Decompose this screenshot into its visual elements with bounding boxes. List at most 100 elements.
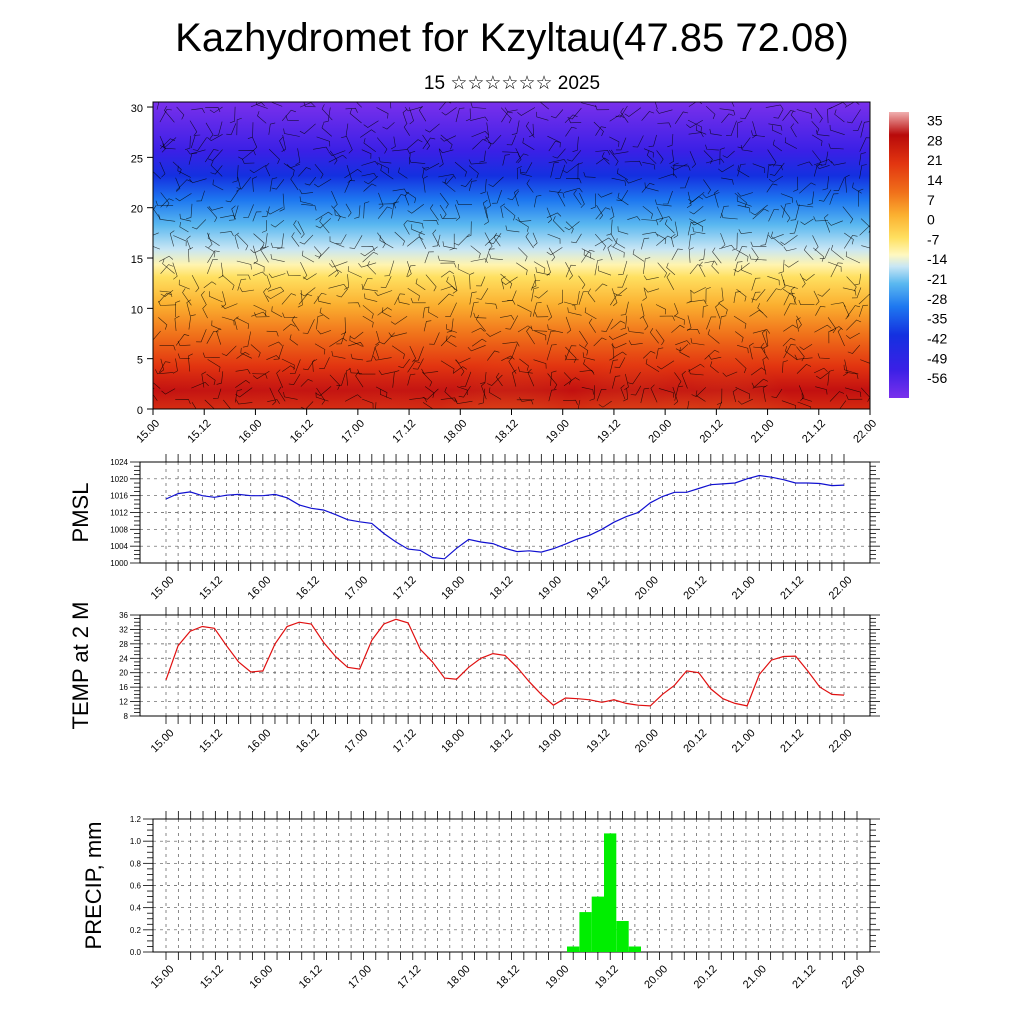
x-tick-label: 19.00 [544,418,572,446]
x-tick-label: 20.12 [692,963,720,991]
x-tick-label: 16.00 [246,574,274,602]
y-tick-label: 1020 [110,475,128,484]
x-tick-label: 18.00 [439,574,467,602]
precip-panel-grid [153,818,870,953]
x-tick-label: 16.12 [294,727,322,755]
colorbar-label: -49 [927,350,947,366]
y-tick-label: 0.0 [130,948,142,957]
x-tick-label: 21.12 [778,727,806,755]
x-tick-label: 22.00 [827,574,855,602]
y-tick-label: 1.0 [130,837,142,846]
colorbar-label: -21 [927,271,947,287]
precip-bar [567,946,580,952]
y-tick-label: 20 [131,204,143,216]
pmsl-panel: 1000 1004 1008 1012 1016 1020 1024 15.00 15.12 16… [68,454,880,602]
x-tick-label: 19.00 [536,574,564,602]
y-tick-label: 1016 [110,492,128,501]
x-tick-label: 17.00 [342,574,370,602]
x-tick-label: 16.00 [246,727,274,755]
colorbar-scale [889,112,909,398]
colorbar-label: 28 [927,132,943,148]
x-tick-label: 19.12 [593,963,621,991]
precip-bar [591,896,604,952]
x-tick-label: 22.00 [827,727,855,755]
temp-panel-ylabel: TEMP at 2 M [68,602,93,730]
precip-bar [616,921,629,952]
colorbar-label: -14 [927,251,947,267]
temp-panel-grid [140,614,870,717]
x-tick-label: 15.12 [197,727,225,755]
x-tick-label: 17.12 [391,727,419,755]
heatmap-panel: 0 5 10 15 20 25 30 15.00 15.12 16.00 16.12 17.00 17.… [131,101,879,446]
x-tick-label: 15.00 [134,418,162,446]
precip-panel-ylabel: PRECIP, mm [81,822,106,950]
x-tick-label: 15.00 [149,727,177,755]
colorbar-label: -42 [927,331,947,347]
y-tick-label: 32 [119,625,128,634]
x-tick-label: 21.00 [749,418,777,446]
precip-bar [628,946,641,952]
x-tick-label: 17.00 [339,418,367,446]
y-tick-label: 30 [131,103,143,115]
pmsl-panel-ylabel: PMSL [68,483,93,543]
y-tick-label: 25 [131,153,143,165]
y-tick-label: 24 [119,654,128,663]
chart-title: Kazhydromet for Kzyltau(47.85 72.08) [175,16,849,60]
x-tick-label: 15.00 [149,963,177,991]
y-tick-label: 36 [119,611,128,620]
y-tick-label: 16 [119,683,128,692]
x-tick-label: 15.12 [197,574,225,602]
y-tick-label: 0.6 [130,882,142,891]
wind-barbs [153,102,870,409]
y-tick-label: 1008 [110,525,128,534]
x-tick-label: 20.00 [633,574,661,602]
x-tick-label: 18.00 [439,727,467,755]
y-tick-label: 8 [124,712,129,721]
x-tick-label: 21.12 [800,418,828,446]
colorbar-label: -28 [927,291,947,307]
x-tick-label: 18.12 [493,418,521,446]
x-tick-label: 15.12 [198,963,226,991]
y-tick-label: 0.4 [130,904,142,913]
precip-bar [579,912,592,952]
x-tick-label: 19.12 [585,574,613,602]
x-tick-label: 21.12 [790,963,818,991]
x-tick-label: 20.12 [681,574,709,602]
y-tick-label: 1012 [110,509,128,518]
x-tick-label: 17.00 [342,727,370,755]
x-tick-label: 19.12 [595,418,623,446]
x-tick-label: 15.00 [149,574,177,602]
y-tick-label: 0 [137,405,143,417]
y-tick-label: 1004 [110,542,128,551]
x-tick-label: 16.12 [294,574,322,602]
x-tick-label: 22.00 [851,418,879,446]
x-tick-label: 21.00 [730,727,758,755]
y-tick-label: 1.2 [130,815,142,824]
x-tick-label: 17.12 [390,418,418,446]
x-tick-label: 17.12 [395,963,423,991]
x-tick-label: 16.12 [297,963,325,991]
colorbar-label: -56 [927,370,947,386]
y-tick-label: 12 [119,698,128,707]
colorbar-label: 21 [927,152,943,168]
x-tick-label: 17.00 [346,963,374,991]
x-tick-label: 20.00 [646,418,674,446]
x-tick-label: 20.12 [681,727,709,755]
y-tick-label: 20 [119,669,128,678]
precip-bar [604,833,617,952]
temp-panel: 8 12 16 20 24 28 32 36 15.00 15.12 16.00 16.12 17.00… [68,602,880,755]
y-tick-label: 15 [131,254,143,266]
x-tick-label: 19.12 [585,727,613,755]
y-tick-label: 0.2 [130,926,142,935]
x-tick-label: 22.00 [840,963,868,991]
y-tick-label: 0.8 [130,859,142,868]
y-tick-label: 5 [137,355,143,367]
x-tick-label: 20.12 [698,418,726,446]
x-tick-label: 15.12 [185,418,213,446]
x-tick-label: 16.00 [237,418,265,446]
x-tick-label: 18.12 [494,963,522,991]
colorbar-label: 7 [927,192,935,208]
colorbar-label: -7 [927,231,940,247]
x-tick-label: 20.00 [633,727,661,755]
y-tick-label: 10 [131,304,143,316]
